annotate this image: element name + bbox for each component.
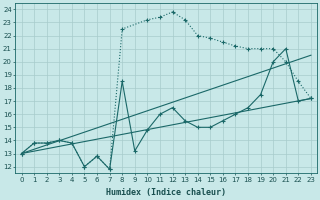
X-axis label: Humidex (Indice chaleur): Humidex (Indice chaleur) <box>106 188 226 197</box>
